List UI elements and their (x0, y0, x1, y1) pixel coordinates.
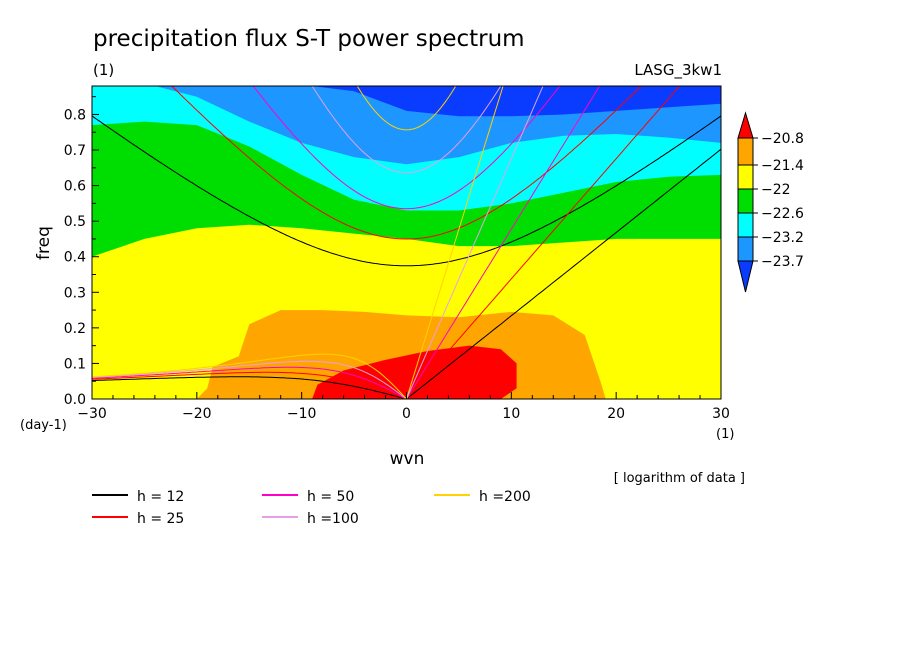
rossby-wave-curve (92, 366, 407, 399)
colorbar-label: −22 (761, 182, 791, 198)
colorbar-label: −20.8 (761, 131, 804, 147)
log-note: [ logarithm of data ] (614, 471, 745, 486)
colorbar-segment (737, 164, 754, 190)
colorbar-segment (737, 236, 754, 262)
ig-wave-curve (92, 115, 721, 267)
rossby-wave-curve (92, 371, 407, 399)
legend-label: h =200 (479, 489, 531, 505)
legend-label: h = 25 (137, 511, 184, 527)
dispersion-curves (92, 86, 721, 399)
kelvin-wave-curve (406, 86, 504, 399)
y-tick-label: 0.7 (64, 143, 86, 159)
rossby-wave-curve (92, 376, 407, 399)
x-tick-label: −20 (182, 406, 212, 422)
colorbar: −20.8 −21.4 −22 −22.6 −23.2 −23.7 (737, 111, 804, 293)
colorbar-label: −21.4 (761, 158, 804, 174)
y-unit-label: (day-1) (20, 418, 67, 433)
colorbar-segment (737, 137, 754, 166)
legend-label: h = 12 (137, 489, 184, 505)
colorbar-segment (737, 188, 754, 214)
x-unit-label: (1) (716, 427, 734, 442)
rossby-wave-curve (92, 353, 407, 399)
y-tick-label: 0.6 (64, 179, 86, 195)
colorbar-label: −23.7 (761, 254, 804, 270)
x-tick-label: 0 (402, 406, 411, 422)
chart-subtitle-left: (1) (93, 61, 114, 79)
kelvin-wave-curve (406, 86, 681, 399)
kelvin-wave-curve (406, 86, 544, 399)
x-tick-label: −10 (287, 406, 317, 422)
contour-fill-level (92, 345, 721, 399)
y-tick-label: 0.3 (64, 285, 86, 301)
colorbar-label: −22.6 (761, 206, 804, 222)
x-tick-label: −30 (77, 406, 107, 422)
y-tick-label: 0.0 (64, 392, 86, 408)
y-axis-label: freq (34, 226, 54, 260)
chart-subtitle-right: LASG_3kw1 (634, 61, 722, 80)
chart-title: precipitation flux S-T power spectrum (93, 26, 525, 52)
x-axis: −30 −20 −10 0 10 20 30 (77, 392, 730, 422)
x-tick-label: 30 (712, 406, 730, 422)
x-tick-label: 10 (502, 406, 520, 422)
kelvin-wave-curve (406, 148, 721, 399)
curve-legend: h = 12 h = 25 h = 50 h =100 h =200 (92, 489, 531, 527)
ig-wave-curve (171, 86, 642, 240)
y-tick-label: 0.4 (64, 250, 86, 266)
y-tick-label: 0.5 (64, 214, 86, 230)
rossby-wave-curve (92, 360, 407, 399)
ig-wave-curve (252, 86, 561, 210)
contour-fills (92, 86, 721, 399)
y-tick-label: 0.8 (64, 107, 86, 123)
ig-wave-curve (356, 86, 457, 131)
x-axis-label: wvn (390, 449, 425, 469)
legend-label: h =100 (307, 511, 359, 527)
colorbar-label: −23.2 (761, 230, 804, 246)
colorbar-segment (737, 212, 754, 238)
y-tick-label: 0.2 (64, 321, 86, 337)
plot-area (92, 86, 721, 399)
y-axis: 0.0 0.1 0.2 0.3 0.4 0.5 0.6 0.7 0.8 (64, 96, 99, 408)
kelvin-wave-curve (406, 86, 601, 399)
ig-wave-curve (311, 86, 502, 174)
y-tick-label: 0.1 (64, 356, 86, 372)
x-tick-label: 20 (607, 406, 625, 422)
colorbar-bottom-triangle (737, 260, 754, 293)
legend-label: h = 50 (307, 489, 354, 505)
colorbar-top-triangle (737, 111, 754, 139)
